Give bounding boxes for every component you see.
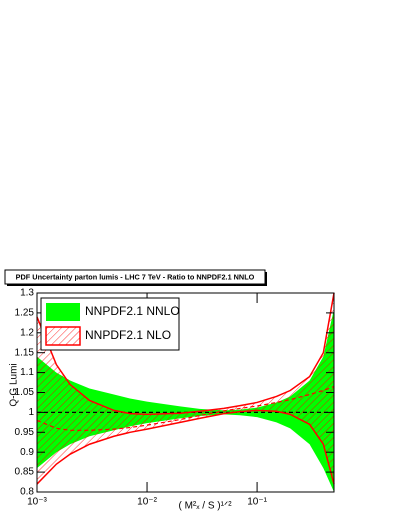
legend-label: NNPDF2.1 NNLO bbox=[85, 304, 180, 318]
y-tick-label: 1.3 bbox=[20, 288, 34, 299]
band-fill bbox=[37, 293, 334, 485]
y-tick-label: 0.8 bbox=[20, 487, 34, 498]
x-tick-label: 10⁻² bbox=[137, 497, 157, 508]
y-tick-label: 1.25 bbox=[15, 308, 35, 319]
title-box bbox=[4, 269, 266, 285]
legend-label: NNPDF2.1 NLO bbox=[85, 328, 171, 342]
y-tick-label: 1.1 bbox=[20, 367, 34, 378]
legend-swatch bbox=[46, 303, 80, 321]
band-lower bbox=[36, 409, 335, 485]
x-axis-label: ( M²ₓ / S )¹ᐟ² bbox=[178, 501, 232, 512]
y-tick-label: 0.85 bbox=[15, 467, 35, 478]
x-tick-label: 10⁻¹ bbox=[247, 497, 267, 508]
chart-title: PDF Uncertainty parton lumis - LHC 7 TeV… bbox=[16, 272, 255, 281]
y-tick-label: 1.2 bbox=[20, 327, 34, 338]
band-upper bbox=[36, 292, 335, 416]
band-fill bbox=[37, 308, 334, 492]
y-tick-label: 1.05 bbox=[15, 387, 35, 398]
x-tick-label: 10⁻³ bbox=[27, 497, 47, 508]
y-tick-label: 1 bbox=[28, 407, 34, 418]
y-tick-label: 0.9 bbox=[20, 447, 34, 458]
legend-swatch bbox=[45, 326, 81, 346]
y-tick-label: 1.15 bbox=[15, 347, 35, 358]
y-axis-label: Q-G Lumi bbox=[9, 363, 20, 406]
y-tick-label: 0.95 bbox=[15, 427, 35, 438]
